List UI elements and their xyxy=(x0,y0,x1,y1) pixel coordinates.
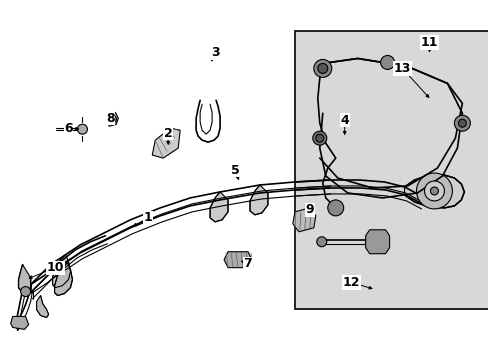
Polygon shape xyxy=(210,192,227,222)
Polygon shape xyxy=(224,252,251,268)
Circle shape xyxy=(108,115,116,123)
Bar xyxy=(294,31,488,310)
Polygon shape xyxy=(37,296,48,318)
Text: 4: 4 xyxy=(340,114,348,127)
Polygon shape xyxy=(404,175,464,208)
Text: 5: 5 xyxy=(230,163,239,176)
Text: 2: 2 xyxy=(163,127,172,140)
Polygon shape xyxy=(11,316,29,329)
Circle shape xyxy=(77,124,87,134)
Polygon shape xyxy=(152,128,180,158)
Circle shape xyxy=(453,115,469,131)
Text: 7: 7 xyxy=(243,257,252,270)
Circle shape xyxy=(327,200,343,216)
Text: 10: 10 xyxy=(47,261,64,274)
Circle shape xyxy=(316,237,326,247)
Polygon shape xyxy=(52,255,70,288)
Text: 8: 8 xyxy=(106,112,115,125)
Circle shape xyxy=(317,63,327,73)
Text: 1: 1 xyxy=(143,211,152,224)
Text: 9: 9 xyxy=(305,203,313,216)
Polygon shape xyxy=(365,230,389,254)
Circle shape xyxy=(429,187,438,195)
Circle shape xyxy=(20,287,31,297)
Text: 13: 13 xyxy=(393,62,410,75)
Circle shape xyxy=(416,173,451,209)
Polygon shape xyxy=(106,112,118,126)
Circle shape xyxy=(424,181,444,201)
Text: 12: 12 xyxy=(342,276,360,289)
Text: 6: 6 xyxy=(64,122,73,135)
Text: 11: 11 xyxy=(420,36,437,49)
Circle shape xyxy=(457,119,466,127)
Polygon shape xyxy=(292,208,315,232)
Circle shape xyxy=(380,55,394,69)
Circle shape xyxy=(312,131,326,145)
Circle shape xyxy=(315,134,323,142)
Polygon shape xyxy=(55,263,72,296)
Circle shape xyxy=(313,59,331,77)
Text: 3: 3 xyxy=(210,46,219,59)
Polygon shape xyxy=(19,265,31,293)
Polygon shape xyxy=(249,185,267,215)
